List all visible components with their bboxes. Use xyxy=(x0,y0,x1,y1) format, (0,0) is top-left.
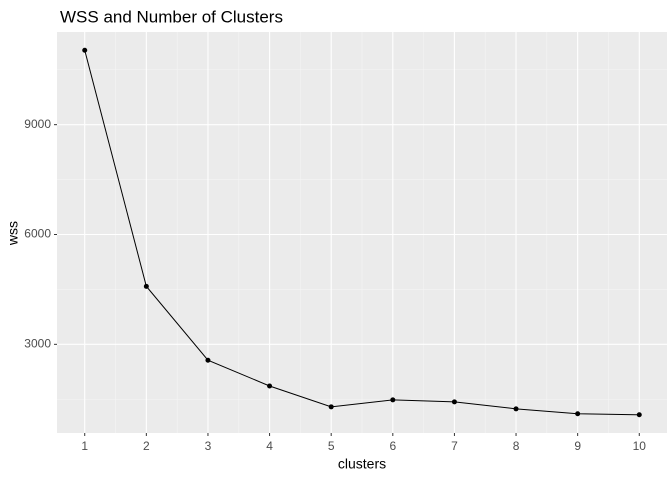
x-tick-label: 9 xyxy=(574,439,581,453)
point xyxy=(451,399,457,405)
point xyxy=(267,383,273,389)
line xyxy=(84,50,640,416)
x-tick-label: 3 xyxy=(205,439,212,453)
point xyxy=(328,404,334,410)
point xyxy=(205,357,211,363)
point xyxy=(82,47,88,53)
x-tick-label: 6 xyxy=(389,439,396,453)
x-tick-label: 4 xyxy=(266,439,273,453)
point xyxy=(575,411,581,417)
point xyxy=(636,412,642,418)
x-tick-label: 8 xyxy=(513,439,520,453)
x-tick-label: 10 xyxy=(633,439,647,453)
y-axis-title: wss xyxy=(5,221,21,246)
x-tick-label: 1 xyxy=(81,439,88,453)
y-tick-label: 6000 xyxy=(24,227,51,241)
x-tick-label: 2 xyxy=(143,439,150,453)
x-tick-label: 5 xyxy=(328,439,335,453)
point xyxy=(390,397,396,403)
point xyxy=(513,406,519,412)
y-tick-label: 9000 xyxy=(24,117,51,131)
chart-title: WSS and Number of Clusters xyxy=(60,7,283,26)
x-tick-label: 7 xyxy=(451,439,458,453)
x-axis-title: clusters xyxy=(338,456,386,472)
point xyxy=(143,283,149,289)
y-tick-label: 3000 xyxy=(24,337,51,351)
